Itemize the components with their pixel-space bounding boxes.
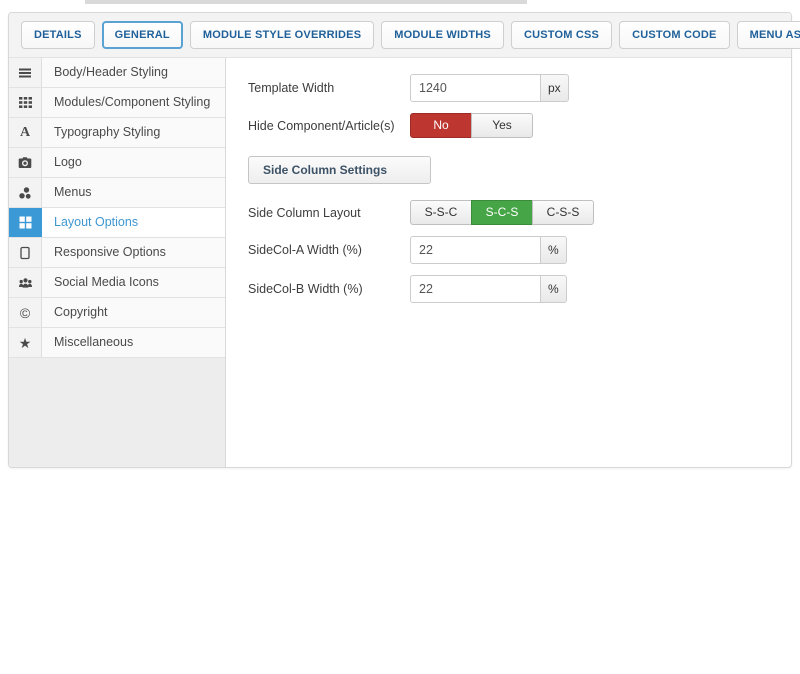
sidecol-b-width-row: SideCol-B Width (%) % [248,275,791,303]
sidecol-a-width-row: SideCol-A Width (%) % [248,236,791,264]
sidebar-item-label: Social Media Icons [42,268,225,297]
tab-general[interactable]: GENERAL [101,21,183,49]
sidebar-item-label: Menus [42,178,225,207]
tab-module-widths[interactable]: MODULE WIDTHS [381,21,504,49]
sidebar-item-label: Typography Styling [42,118,225,147]
sidebar-item-miscellaneous[interactable]: ★ Miscellaneous [9,328,225,358]
tab-menu-assignment[interactable]: MENU ASSIGNMENT [736,21,800,49]
side-column-layout-label: Side Column Layout [248,205,361,220]
sidebar-item-label: Logo [42,148,225,177]
tab-details[interactable]: DETAILS [21,21,95,49]
sidebar-item-label: Layout Options [42,208,225,237]
cutoff-toolbar-edge [85,0,527,4]
users-icon [9,268,42,297]
layout-options-form: Template Width px Hide Component/Article… [226,58,791,467]
hide-component-label: Hide Component/Article(s) [248,118,395,133]
tab-bar: DETAILS GENERAL MODULE STYLE OVERRIDES M… [9,13,800,58]
camera-icon [9,148,42,177]
tablet-icon [9,238,42,267]
side-column-layout-row: Side Column Layout S-S-C S-C-S C-S-S [248,200,791,225]
sidebar-item-label: Body/Header Styling [42,58,225,87]
sidebar-item-social-media-icons[interactable]: Social Media Icons [9,268,225,298]
copyright-icon: © [9,298,42,327]
sidecol-layout-css-button[interactable]: C-S-S [532,200,594,225]
star-icon: ★ [9,328,42,357]
sidecol-b-width-unit: % [540,275,567,303]
sidecol-layout-scs-button[interactable]: S-C-S [471,200,533,225]
sidecol-b-width-label: SideCol-B Width (%) [248,282,363,296]
sidebar-item-label: Copyright [42,298,225,327]
template-settings-panel: DETAILS GENERAL MODULE STYLE OVERRIDES M… [8,12,800,468]
sidebar-item-menus[interactable]: Menus [9,178,225,208]
sidebar-filler [9,358,225,467]
template-width-input[interactable] [410,74,541,102]
template-width-unit: px [540,74,569,102]
hide-component-yes-button[interactable]: Yes [471,113,533,138]
sidebar-item-layout-options[interactable]: Layout Options [9,208,225,238]
sidebar-item-modules-component-styling[interactable]: Modules/Component Styling [9,88,225,118]
sidebar-item-copyright[interactable]: © Copyright [9,298,225,328]
sidecol-a-width-unit: % [540,236,567,264]
share-nodes-icon [9,178,42,207]
th-icon [9,88,42,117]
sidebar-item-body-header-styling[interactable]: Body/Header Styling [9,58,225,88]
th-large-icon [9,208,42,237]
template-width-row: Template Width px [248,74,791,102]
sidebar-item-logo[interactable]: Logo [9,148,225,178]
font-icon: A [9,118,42,147]
hide-component-row: Hide Component/Article(s) No Yes [248,113,791,138]
tab-module-style-overrides[interactable]: MODULE STYLE OVERRIDES [189,21,375,49]
bars-icon [9,58,42,87]
sidebar-item-label: Modules/Component Styling [42,88,225,117]
sidebar-item-typography-styling[interactable]: A Typography Styling [9,118,225,148]
hide-component-no-button[interactable]: No [410,113,472,138]
sidecol-layout-ssc-button[interactable]: S-S-C [410,200,472,225]
sidecol-b-width-input[interactable] [410,275,541,303]
tab-custom-code[interactable]: CUSTOM CODE [619,21,730,49]
sidecol-a-width-label: SideCol-A Width (%) [248,243,362,257]
sidebar-item-responsive-options[interactable]: Responsive Options [9,238,225,268]
settings-sidebar: Body/Header Styling Modules/Component St… [9,58,226,467]
side-column-settings-button[interactable]: Side Column Settings [248,156,431,184]
sidebar-item-label: Responsive Options [42,238,225,267]
sidecol-a-width-input[interactable] [410,236,541,264]
sidebar-item-label: Miscellaneous [42,328,225,357]
template-width-label: Template Width [248,81,335,95]
panel-body: Body/Header Styling Modules/Component St… [9,58,791,467]
tab-custom-css[interactable]: CUSTOM CSS [510,21,613,49]
